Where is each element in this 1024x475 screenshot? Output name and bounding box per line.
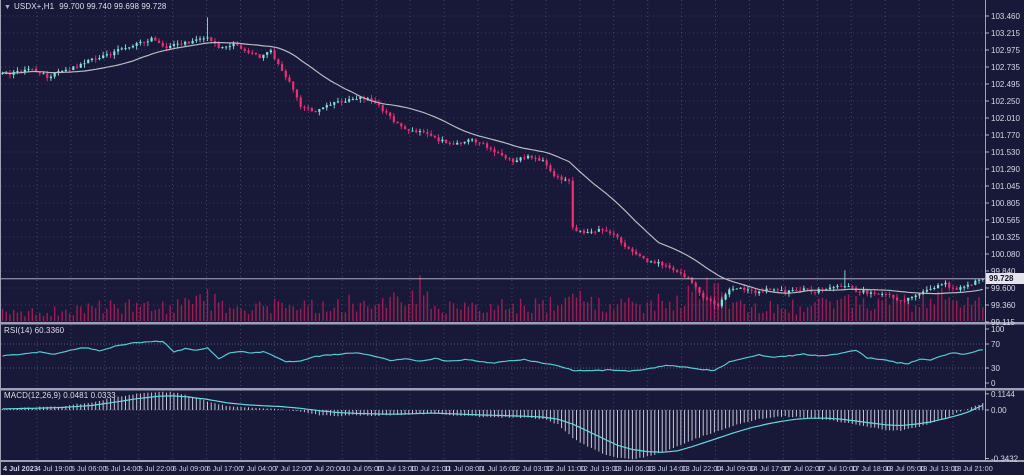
ohlc-values: 99.700 99.740 99.698 99.728: [59, 2, 167, 11]
price-axis-label: 101.290: [991, 165, 1020, 174]
time-axis-label: 7 Jul 12:00: [274, 464, 310, 473]
macd-signal-line: [2, 395, 984, 453]
symbol-label: USDX+,H1: [14, 2, 55, 11]
time-axis-label: 12 Jul 19:00: [580, 464, 620, 473]
rsi-label: RSI(14) 60.3360: [4, 326, 64, 335]
price-axis-label: 99.115: [991, 318, 1015, 327]
time-axis-label: 10 Jul 05:00: [342, 464, 382, 473]
time-axis-label: 17 Jul 10:00: [817, 464, 857, 473]
time-axis-label: 5 Jul 06:00: [71, 464, 107, 473]
price-axis-label: 101.530: [991, 148, 1020, 157]
rsi-axis-label: 30: [991, 364, 1000, 373]
price-axis-label: 99.840: [991, 267, 1016, 276]
macd-axis-label: 0.00: [991, 406, 1007, 415]
time-axis-label: 5 Jul 14:00: [105, 464, 141, 473]
time-axis[interactable]: 4 Jul 2023 4 Jul 19:005 Jul 06:005 Jul 14…: [3, 464, 993, 473]
rsi-axis-label: 100: [991, 325, 1005, 334]
macd-axis-label: 0.1144: [991, 390, 1015, 399]
grid-lines: [1, 0, 985, 460]
time-axis-label: 18 Jul 05:00: [885, 464, 925, 473]
price-axis-label: 102.250: [991, 97, 1020, 106]
price-axis[interactable]: 103.460 103.215 102.975 102.735 102.495 102.2…: [985, 12, 1020, 327]
time-axis-label: 12 Jul 03:00: [512, 464, 552, 473]
time-axis-label: 10 Jul 21:00: [410, 464, 450, 473]
price-axis-label: 101.045: [991, 182, 1020, 191]
price-axis-label: 103.215: [991, 29, 1020, 38]
rsi-axis-label: 70: [991, 340, 1000, 349]
price-axis-label: 99.360: [991, 301, 1016, 310]
macd-name: MACD(12,26,9): [4, 391, 61, 400]
time-axis-label: 4 Jul 19:00: [37, 464, 73, 473]
time-axis-label: 5 Jul 22:00: [139, 464, 175, 473]
time-axis-label: 13 Jul 14:00: [648, 464, 688, 473]
price-axis-label: 102.010: [991, 114, 1020, 123]
rsi-axis[interactable]: 100 70 30 0: [985, 325, 1005, 388]
chart-title: ▼ USDX+,H1 99.700 99.740 99.698 99.728: [4, 2, 166, 11]
price-axis-label: 100.080: [991, 250, 1020, 259]
rsi-value: 60.3360: [34, 326, 65, 335]
time-axis-label: 14 Jul 09:00: [716, 464, 756, 473]
ma-line: [2, 41, 983, 295]
price-axis-label: 103.460: [991, 12, 1020, 21]
time-axis-label: 10 Jul 13:00: [376, 464, 416, 473]
rsi-line: [2, 340, 983, 372]
time-axis-label: 17 Jul 02:00: [783, 464, 823, 473]
time-axis-label: 7 Jul 04:00: [241, 464, 277, 473]
time-axis-label: 6 Jul 09:00: [173, 464, 209, 473]
time-axis-label: 13 Jul 06:00: [614, 464, 654, 473]
price-axis-label: 102.735: [991, 63, 1020, 72]
price-axis-label: 102.495: [991, 80, 1020, 89]
macd-axis[interactable]: 0.1144 0.00 -0.3432: [985, 390, 1019, 464]
macd-label: MACD(12,26,9) 0.0481 0.0333: [4, 391, 116, 400]
symbol-dropdown-icon[interactable]: ▼: [4, 4, 12, 11]
price-axis-label: 100.805: [991, 199, 1020, 208]
time-axis-label: 7 Jul 20:00: [308, 464, 344, 473]
rsi-axis-label: 0: [991, 379, 996, 388]
macd-values: 0.0481 0.0333: [63, 391, 116, 400]
time-axis-label: 13 Jul 22:00: [682, 464, 722, 473]
time-axis-label: 6 Jul 17:00: [207, 464, 243, 473]
macd-histogram: [2, 391, 984, 460]
price-axis-label: 100.565: [991, 216, 1020, 225]
time-axis-label: 18 Jul 13:00: [919, 464, 959, 473]
time-axis-label: 11 Jul 16:00: [478, 464, 517, 473]
current-price-marker: 99.728: [986, 273, 1024, 284]
macd-axis-label: -0.3432: [991, 454, 1019, 463]
time-axis-label: 11 Jul 08:00: [444, 464, 483, 473]
time-axis-label: 4 Jul 2023: [3, 464, 38, 473]
price-axis-label: 102.975: [991, 46, 1020, 55]
time-axis-label: 12 Jul 11:00: [546, 464, 585, 473]
price-axis-label: 101.770: [991, 131, 1020, 140]
time-axis-label: 18 Jul 21:00: [953, 464, 993, 473]
candlestick-series: [1, 17, 984, 310]
time-axis-label: 14 Jul 17:00: [749, 464, 789, 473]
time-axis-label: 17 Jul 18:00: [851, 464, 891, 473]
rsi-name: RSI(14): [4, 326, 33, 335]
price-axis-label: 100.325: [991, 233, 1020, 242]
price-axis-label: 99.600: [991, 284, 1016, 293]
